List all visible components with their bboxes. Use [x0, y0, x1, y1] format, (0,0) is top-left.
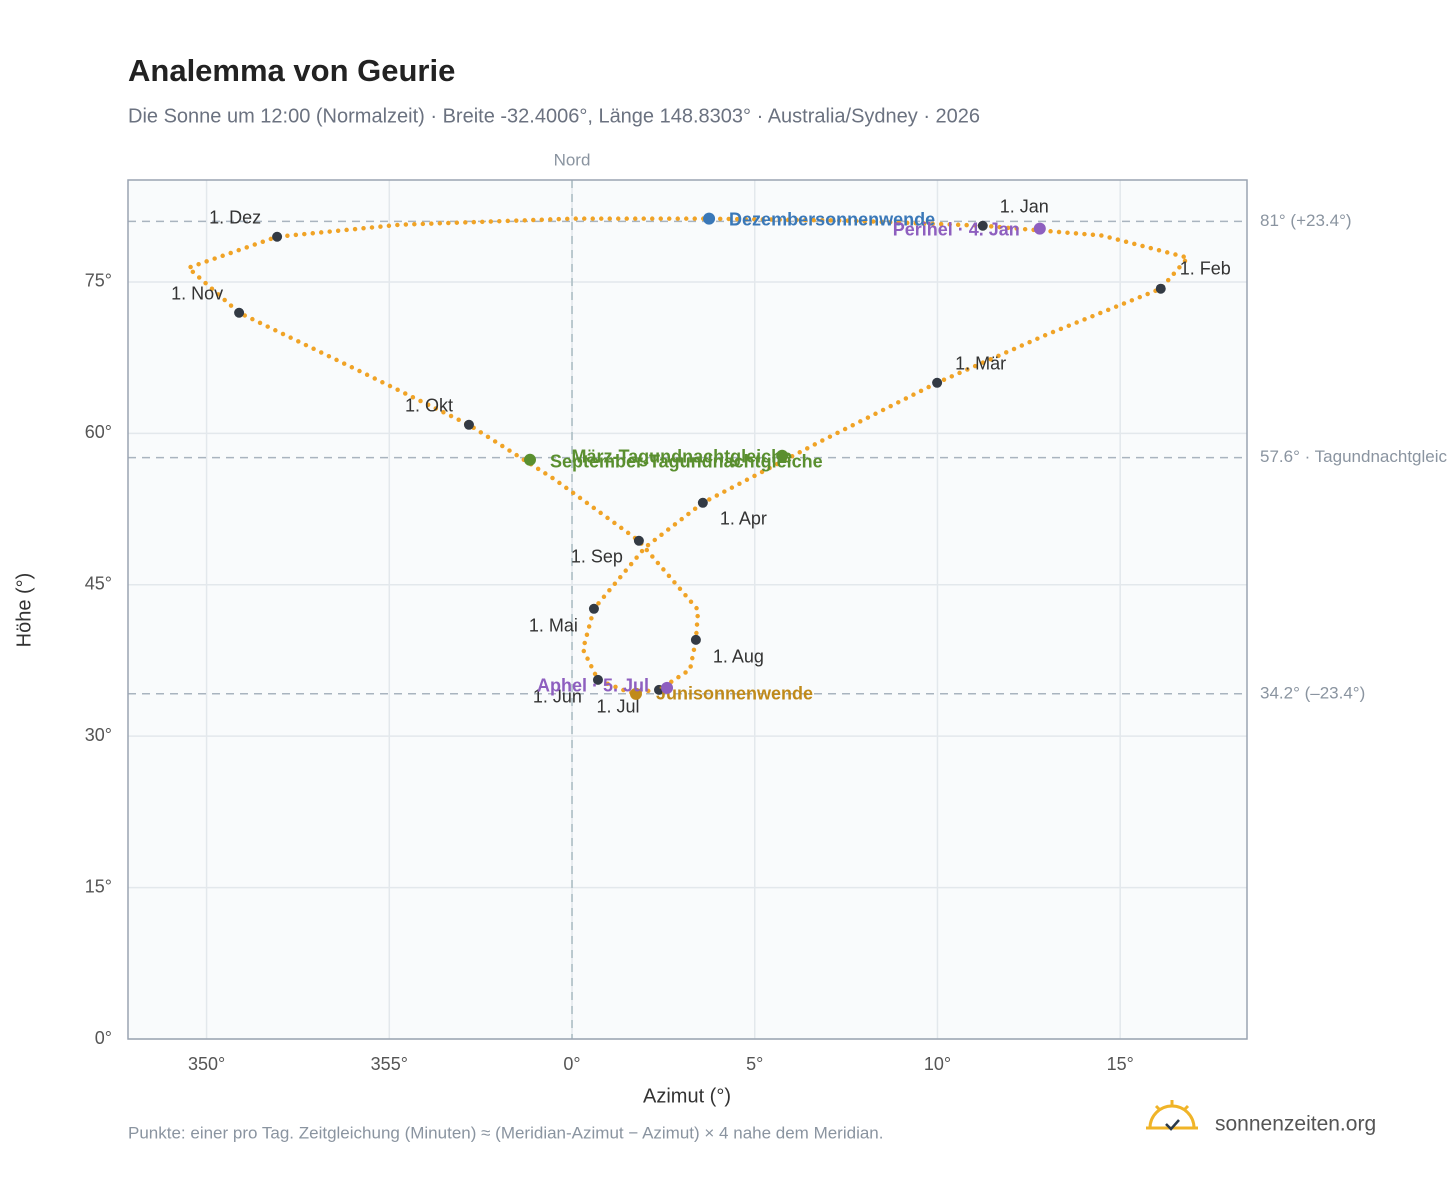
analemma-curve	[183, 216, 1192, 696]
month-label: 1. Apr	[720, 509, 767, 529]
meridian-label: Nord	[554, 150, 591, 169]
month-point	[1155, 283, 1166, 294]
brand: sonnenzeiten.org	[1215, 1113, 1376, 1136]
event-point	[629, 687, 642, 700]
y-tick-label: 30°	[85, 725, 112, 745]
y-tick-label: 15°	[85, 876, 112, 896]
month-label: 1. Jun	[533, 687, 582, 707]
month-point	[633, 535, 644, 546]
x-tick-label: 0°	[563, 1054, 580, 1074]
month-label: 1. Aug	[713, 647, 764, 667]
reference-label: 34.2° (–23.4°)	[1260, 683, 1365, 702]
event-label: Junisonnenwende	[656, 684, 813, 704]
month-label: 1. Mai	[529, 616, 578, 636]
plot-frame	[127, 179, 1248, 1040]
x-tick-label: 350°	[188, 1054, 225, 1074]
y-tick-label: 75°	[85, 271, 112, 291]
event-point	[776, 449, 789, 462]
chart-title: Analemma von Geurie	[128, 53, 455, 88]
x-tick-label: 355°	[371, 1054, 408, 1074]
month-point	[932, 377, 943, 388]
event-label: Dezembersonnenwende	[729, 209, 935, 229]
event-point	[523, 453, 536, 466]
month-point	[977, 220, 988, 231]
month-label: 1. Nov	[171, 283, 223, 303]
chart-subtitle: Die Sonne um 12:00 (Normalzeit) · Breite…	[128, 105, 980, 127]
month-label: 1. Okt	[405, 396, 453, 416]
event-label: September-Tagundnachtgleiche	[550, 452, 823, 472]
month-point	[690, 634, 701, 645]
y-axis-label: Höhe (°)	[13, 573, 35, 648]
brand-logo	[1146, 1100, 1198, 1131]
y-tick-label: 45°	[85, 574, 112, 594]
month-point	[592, 674, 603, 685]
event-point	[661, 681, 674, 694]
event-label: Perihel · 4. Jan	[893, 219, 1020, 239]
event-point	[703, 212, 716, 225]
y-tick-label: 60°	[85, 422, 112, 442]
event-label: Aphel · 5. Jul	[537, 676, 649, 696]
x-axis-label: Azimut (°)	[643, 1085, 731, 1107]
month-point	[234, 307, 245, 318]
month-label: 1. Jul	[596, 697, 639, 717]
month-point	[272, 231, 283, 242]
month-point	[588, 603, 599, 614]
x-tick-label: 10°	[924, 1054, 951, 1074]
month-label: 1. Feb	[1180, 258, 1231, 278]
plot-area	[128, 180, 1247, 1039]
reference-label: 81° (+23.4°)	[1260, 211, 1352, 230]
y-tick-label: 0°	[95, 1028, 112, 1048]
event-label: März-Tagundnachtgleiche	[571, 447, 792, 467]
month-point	[697, 497, 708, 508]
x-tick-label: 15°	[1107, 1054, 1134, 1074]
x-tick-label: 5°	[746, 1054, 763, 1074]
footnote: Punkte: einer pro Tag. Zeitgleichung (Mi…	[128, 1123, 884, 1142]
month-label: 1. Mär	[955, 354, 1006, 374]
event-point	[1033, 222, 1046, 235]
month-point	[463, 419, 474, 430]
month-label: 1. Sep	[571, 547, 623, 567]
month-label: 1. Dez	[209, 207, 261, 227]
reference-label: 57.6° · Tagundnachtgleiche	[1260, 447, 1448, 466]
month-label: 1. Jan	[1000, 196, 1049, 216]
